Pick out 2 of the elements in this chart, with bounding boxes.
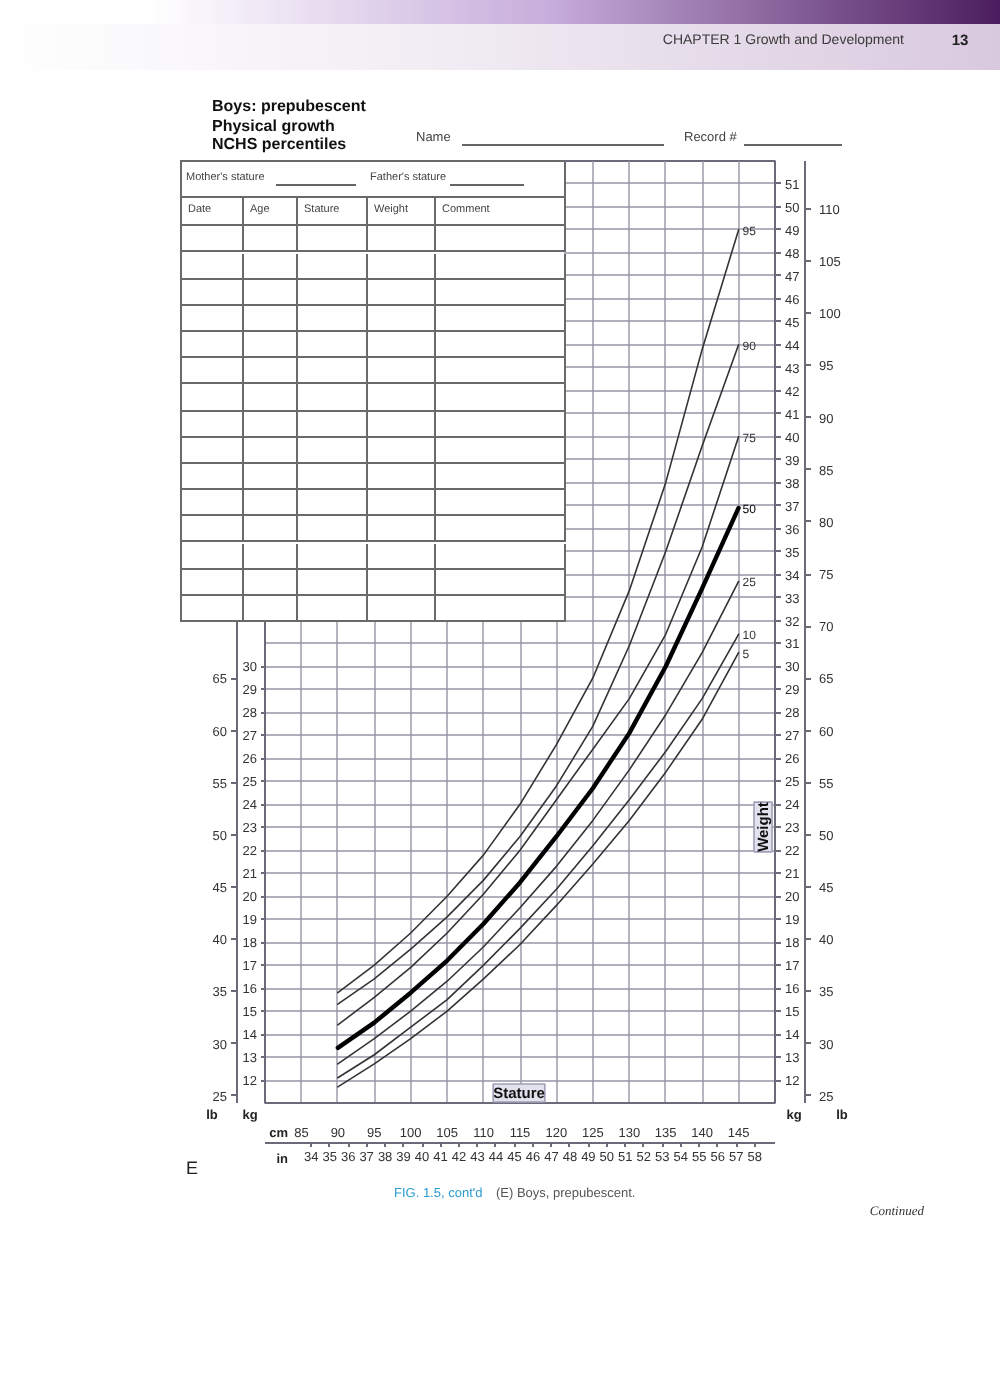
text: E [186, 1157, 199, 1179]
chart-title: Boys: prepubescent Physical growth NCHS percentiles [212, 96, 366, 154]
